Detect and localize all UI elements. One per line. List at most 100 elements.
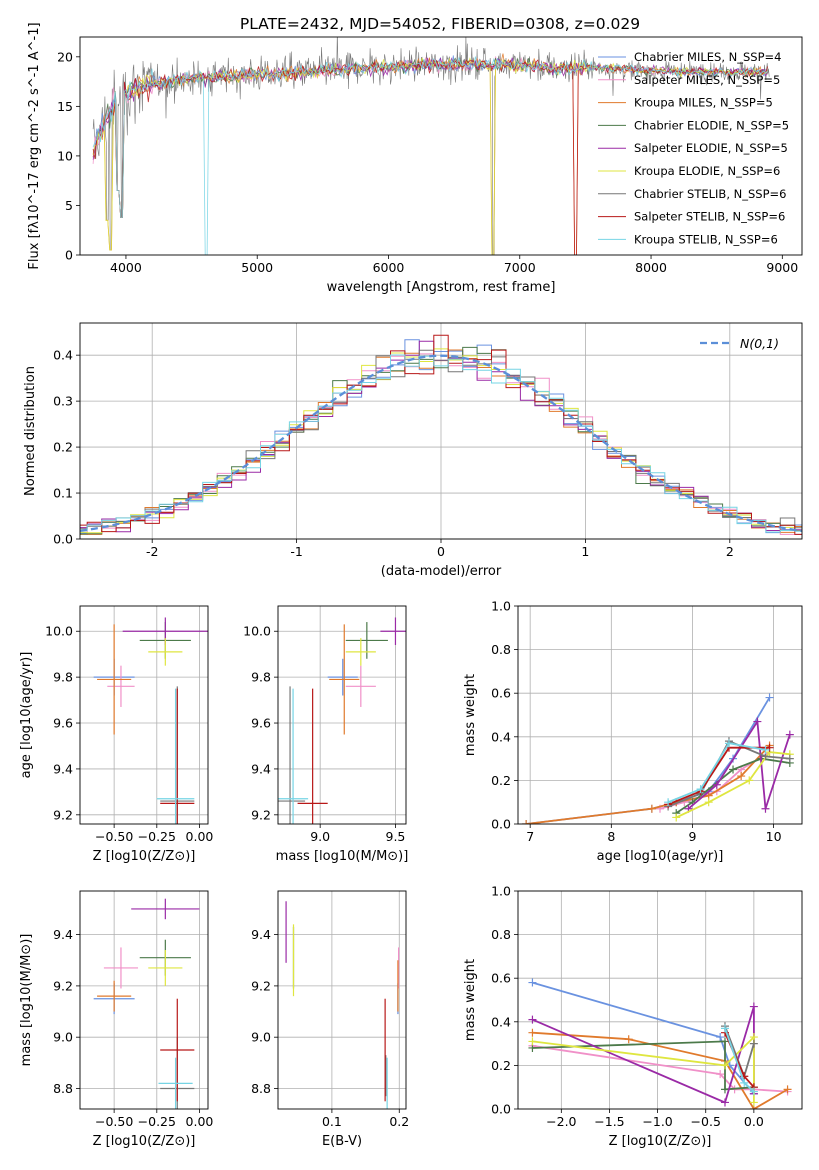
y-tick-label: 0.6 <box>491 686 511 701</box>
plot-area-spectrum <box>92 37 770 255</box>
weight-marker-salpeter_elodie <box>720 1098 729 1107</box>
weight-marker-chabrier_elodie <box>720 1085 729 1094</box>
y-axis-label: mass weight <box>463 959 478 1041</box>
weight-marker-kroupa_stelib <box>740 1078 749 1087</box>
x-axis-label: (data-model)/error <box>381 564 502 579</box>
x-axis-label: age [log10(age/yr)] <box>597 849 724 864</box>
y-axis-label: mass weight <box>463 674 478 756</box>
x-tick-label: 7 <box>526 829 534 844</box>
x-tick-label: −0.50 <box>95 829 133 844</box>
y-tick-label: 10.0 <box>45 624 73 639</box>
figure-title: PLATE=2432, MJD=54052, FIBERID=0308, z=0… <box>240 15 640 33</box>
plot-area-mass_vs_Z <box>93 898 200 1109</box>
plot-area-mass_weight_vs_age <box>522 693 794 824</box>
legend-label: Kroupa STELIB, N_SSP=6 <box>634 232 778 246</box>
weight-line-kroupa_stelib <box>667 742 766 804</box>
legend-label: Chabrier STELIB, N_SSP=6 <box>634 187 786 201</box>
y-axis-label: Normed distribution <box>23 366 38 496</box>
y-axis-label: age [log10(age/yr)] <box>19 652 34 779</box>
y-tick-label: 9.8 <box>53 670 73 685</box>
y-tick-label: 9.2 <box>53 978 73 993</box>
x-tick-label: 0.00 <box>186 829 214 844</box>
x-axis-label: E(B-V) <box>322 1134 362 1149</box>
legend-label: Chabrier MILES, N_SSP=4 <box>634 50 781 64</box>
y-tick-label: 1.0 <box>491 884 511 899</box>
x-tick-label: 4000 <box>110 260 142 275</box>
plot-area-age_vs_Z <box>93 617 208 824</box>
weight-marker-salpeter_elodie <box>528 1015 537 1024</box>
weight-marker-chabrier_stelib <box>785 754 794 763</box>
x-tick-label: 9.0 <box>310 829 330 844</box>
axes-mass_vs_Z: −0.50 −0.25 0.00 8.8 9.0 9.2 9.4 Z [log10(Z/Z⊙)… <box>19 890 213 1149</box>
y-tick-label: 1.0 <box>491 599 511 614</box>
y-tick-label: 9.4 <box>53 927 73 942</box>
x-tick-label: 8000 <box>635 260 667 275</box>
weight-marker-kroupa_elodie <box>745 776 754 785</box>
weight-marker-chabrier_miles <box>528 978 537 987</box>
axes-age_vs_Z: −0.50 −0.25 0.00 9.2 9.4 9.6 9.8 10.0 Z [log10(Z… <box>19 605 214 864</box>
legend-label: Kroupa ELODIE, N_SSP=6 <box>634 164 780 178</box>
normal-curve <box>80 354 802 533</box>
axes-frame <box>277 890 407 1110</box>
weight-marker-kroupa_stelib <box>761 745 770 754</box>
axes-frame <box>517 890 803 1110</box>
weight-marker-kroupa_elodie <box>528 1037 537 1046</box>
weight-marker-kroupa_elodie <box>672 813 681 822</box>
spectrum-legend: Chabrier MILES, N_SSP=4 Salpeter MILES, N… <box>598 50 789 246</box>
y-axis-label: mass [log10(M/M⊙)] <box>19 934 34 1067</box>
weight-marker-kroupa_miles <box>528 1028 537 1037</box>
weight-marker-kroupa_miles <box>647 804 656 813</box>
y-tick-label: 9.6 <box>53 716 73 731</box>
x-axis-label: wavelength [Angstrom, rest frame] <box>327 280 556 295</box>
x-tick-label: 9000 <box>766 260 798 275</box>
weight-marker-chabrier_stelib <box>749 1039 758 1048</box>
plot-area-residuals <box>80 334 802 535</box>
axes-frame <box>79 36 803 256</box>
legend-label: Kroupa MILES, N_SSP=5 <box>634 96 773 110</box>
weight-marker-chabrier_elodie <box>720 1037 729 1046</box>
x-tick-label: 6000 <box>373 260 405 275</box>
weight-marker-salpeter_elodie <box>761 804 770 813</box>
y-tick-label: 9.4 <box>251 761 271 776</box>
y-tick-label: 9.0 <box>251 1030 271 1045</box>
x-tick-label: 7000 <box>504 260 536 275</box>
spectrum-line-kroupa_stelib <box>92 56 768 255</box>
x-tick-label: −0.50 <box>95 1114 133 1129</box>
y-tick-label: 0.0 <box>491 817 511 832</box>
axes-frame <box>79 605 209 825</box>
plot-area-mass_weight_vs_Z <box>528 978 792 1109</box>
weight-marker-kroupa_elodie <box>720 1061 729 1070</box>
x-axis-label: mass [log10(M/M⊙)] <box>276 849 409 864</box>
y-axis-label: Flux [fλ10^-17 erg cm^-2 s^-1 A^-1] <box>27 22 42 269</box>
weight-marker-kroupa_stelib <box>720 1024 729 1033</box>
axes-residuals: -2 -1 0 1 2 0.0 0.1 0.2 0.3 0.4 (data-model)/error… <box>23 322 803 579</box>
weight-marker-kroupa_miles <box>783 1085 792 1094</box>
axes-mass_weight_vs_age: 7 8 9 10 0.0 0.2 0.4 0.6 0.8 1.0 age [log10(age/yr… <box>463 599 803 864</box>
x-tick-label: -1 <box>290 544 302 559</box>
x-tick-label: 0.0 <box>744 1114 764 1129</box>
x-axis-label: Z [log10(Z/Z⊙)] <box>609 1134 712 1149</box>
x-tick-label: −0.5 <box>691 1114 721 1129</box>
x-tick-label: −1.5 <box>594 1114 624 1129</box>
plot-area-age_vs_mass <box>278 617 406 824</box>
axes-frame <box>79 322 803 540</box>
x-tick-label: -2 <box>146 544 158 559</box>
y-tick-label: 9.2 <box>251 807 271 822</box>
y-tick-label: 0.2 <box>53 440 73 455</box>
axes-frame <box>517 605 803 825</box>
legend-label: Salpeter STELIB, N_SSP=6 <box>634 210 785 224</box>
weight-marker-kroupa_stelib <box>749 1087 758 1096</box>
legend-label-normal: N(0,1) <box>740 336 779 351</box>
weight-marker-chabrier_miles <box>716 1033 725 1042</box>
y-tick-label: 10.0 <box>243 624 271 639</box>
axes-spectrum: 4000 5000 6000 7000 8000 9000 0 5 10 15 20 waveleng… <box>27 22 803 295</box>
x-tick-label: −1.0 <box>642 1114 672 1129</box>
y-tick-label: 0.4 <box>491 729 511 744</box>
histogram-kroupa_stelib <box>80 354 802 533</box>
y-tick-label: 9.0 <box>53 1030 73 1045</box>
x-tick-label: −2.0 <box>546 1114 576 1129</box>
y-tick-label: 9.4 <box>53 761 73 776</box>
y-tick-label: 8.8 <box>251 1081 271 1096</box>
weight-marker-kroupa_stelib <box>664 798 673 807</box>
weight-marker-kroupa_miles <box>737 772 746 781</box>
